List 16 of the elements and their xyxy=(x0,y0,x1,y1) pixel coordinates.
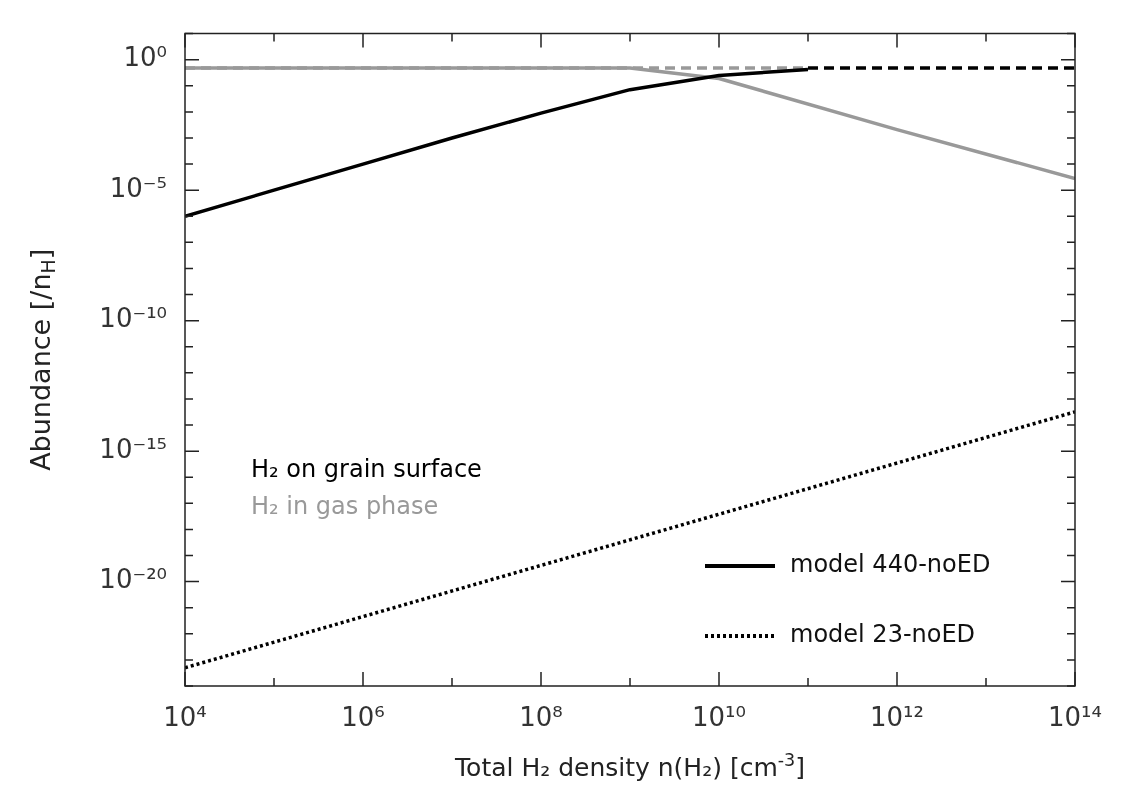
y-tick-label: 10⁻⁵ xyxy=(109,172,167,203)
y-tick-label: 10⁻¹⁵ xyxy=(99,433,167,464)
y-tick-label: 10⁻²⁰ xyxy=(99,564,167,595)
x-tick-label: 10¹² xyxy=(870,702,924,733)
y-axis-title: Abundance [/nH] xyxy=(25,248,60,471)
x-tick-label: 10⁴ xyxy=(163,702,207,733)
annotation: H₂ in gas phase xyxy=(251,491,439,520)
legend-label: model 440-noED xyxy=(790,550,991,579)
y-tick-label: 10⁻¹⁰ xyxy=(99,303,167,334)
x-tick-label: 10⁸ xyxy=(519,702,563,733)
annotation: H₂ on grain surface xyxy=(251,454,482,483)
legend-label: model 23-noED xyxy=(790,620,976,649)
x-tick-label: 10⁶ xyxy=(341,702,385,733)
x-tick-label: 10¹⁰ xyxy=(692,702,746,733)
x-tick-label: 10¹⁴ xyxy=(1048,702,1102,733)
y-tick-label: 10⁰ xyxy=(123,42,167,73)
